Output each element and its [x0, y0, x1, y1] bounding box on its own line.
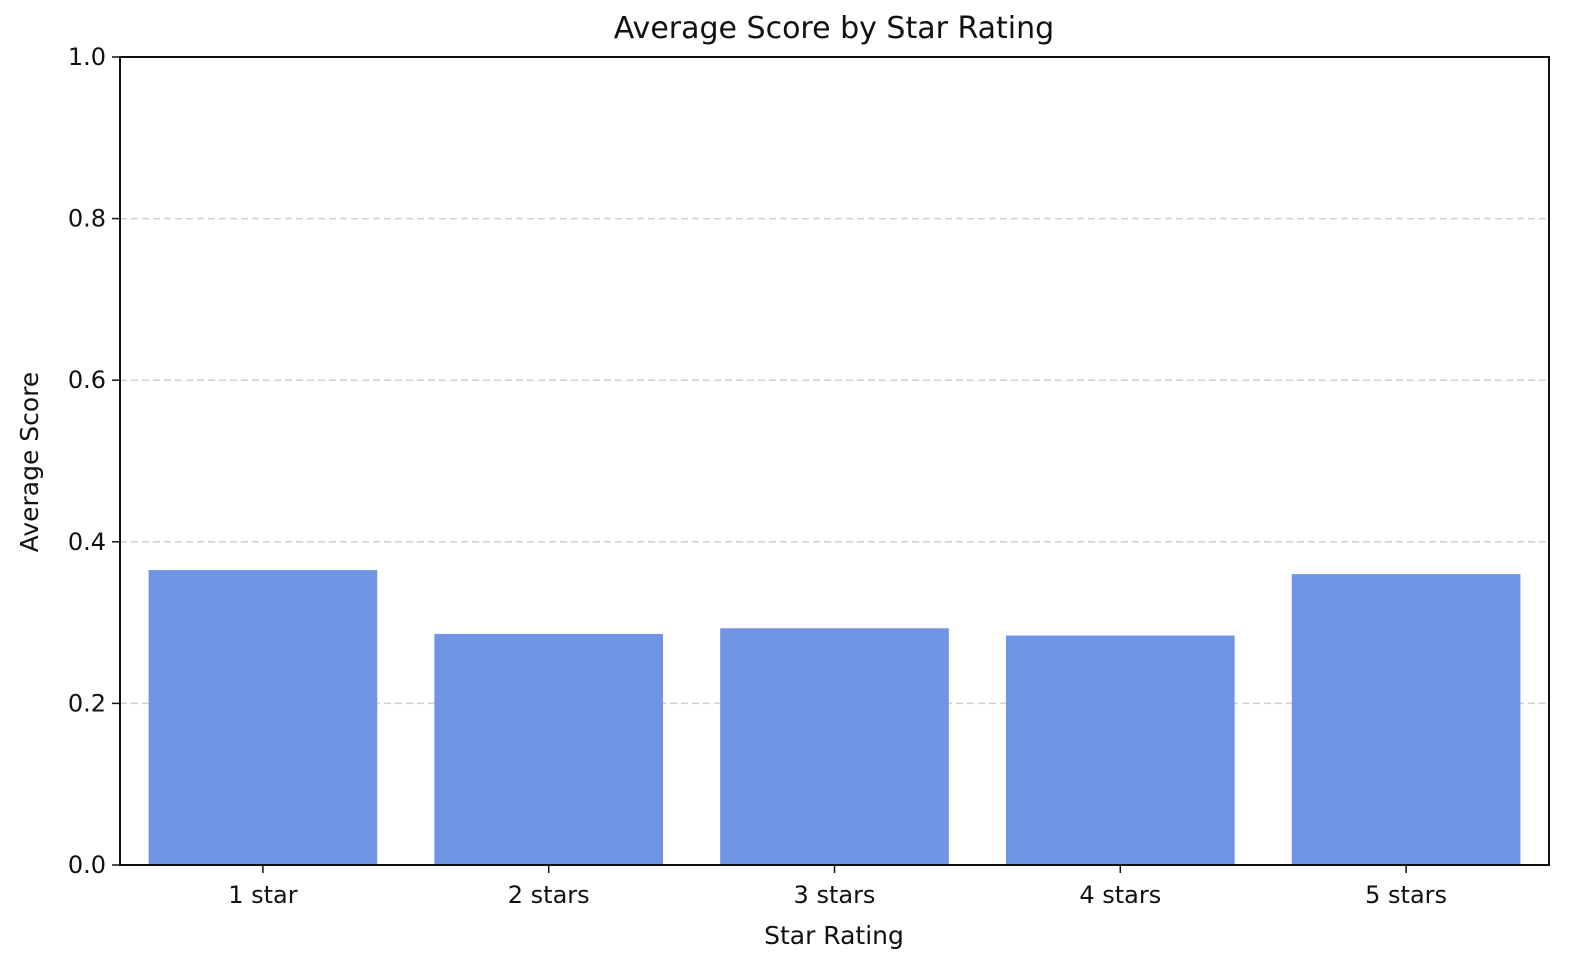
x-tick-label: 2 stars [508, 881, 590, 909]
y-tick-label: 0.4 [68, 528, 106, 556]
y-tick-label: 1.0 [68, 43, 106, 71]
x-tick-label: 4 stars [1079, 881, 1161, 909]
bar [434, 633, 664, 865]
x-tick-label: 3 stars [794, 881, 876, 909]
bar [148, 570, 378, 865]
y-tick-label: 0.6 [68, 366, 106, 394]
x-tick-label: 1 star [228, 881, 298, 909]
y-tick-label: 0.8 [68, 205, 106, 233]
bars [148, 570, 1521, 865]
x-axis-ticks: 1 star 2 stars 3 stars 4 stars 5 stars [228, 865, 1447, 909]
bar [1291, 574, 1521, 865]
y-tick-label: 0.2 [68, 689, 106, 717]
x-axis-title: Star Rating [764, 921, 904, 950]
bar [720, 628, 949, 865]
y-axis-ticks: 0.0 0.2 0.4 0.6 0.8 1.0 [68, 43, 120, 879]
chart-title: Average Score by Star Rating [614, 11, 1054, 46]
x-tick-label: 5 stars [1365, 881, 1447, 909]
y-tick-label: 0.0 [68, 851, 106, 879]
y-axis-title: Average Score [15, 372, 44, 553]
bar [1005, 635, 1235, 865]
